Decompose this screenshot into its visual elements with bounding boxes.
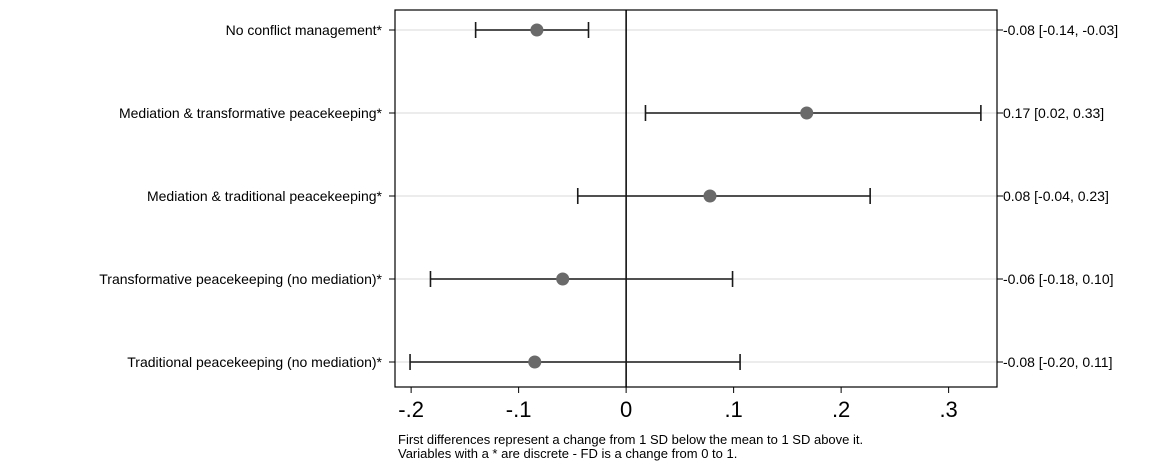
estimate-point-2 <box>800 106 814 120</box>
row-annotation-2: 0.17 [0.02, 0.33] <box>1003 105 1104 121</box>
row-annotation-4: -0.06 [-0.18, 0.10] <box>1003 271 1114 287</box>
row-label-4: Transformative peacekeeping (no mediatio… <box>99 271 382 287</box>
x-tick-label-6: .3 <box>939 397 957 422</box>
row-label-1: No conflict management* <box>226 22 383 38</box>
x-tick-label-4: .1 <box>724 397 742 422</box>
estimate-point-4 <box>556 272 570 286</box>
footnote-1: First differences represent a change fro… <box>398 432 864 447</box>
estimate-point-1 <box>530 23 544 37</box>
row-annotation-3: 0.08 [-0.04, 0.23] <box>1003 188 1109 204</box>
row-annotation-1: -0.08 [-0.14, -0.03] <box>1003 22 1118 38</box>
estimate-point-3 <box>703 189 717 203</box>
row-label-5: Traditional peacekeeping (no mediation)* <box>127 354 382 370</box>
footnote-2: Variables with a * are discrete - FD is … <box>398 446 738 461</box>
row-label-2: Mediation & transformative peacekeeping* <box>119 105 383 121</box>
row-label-3: Mediation & traditional peacekeeping* <box>147 188 383 204</box>
x-tick-label-1: -.2 <box>398 397 424 422</box>
estimate-point-5 <box>528 355 542 369</box>
x-tick-label-3: 0 <box>620 397 632 422</box>
row-annotation-5: -0.08 [-0.20, 0.11] <box>1003 354 1112 370</box>
x-tick-label-2: -.1 <box>506 397 532 422</box>
plot-frame <box>394 9 998 388</box>
x-tick-label-5: .2 <box>832 397 850 422</box>
